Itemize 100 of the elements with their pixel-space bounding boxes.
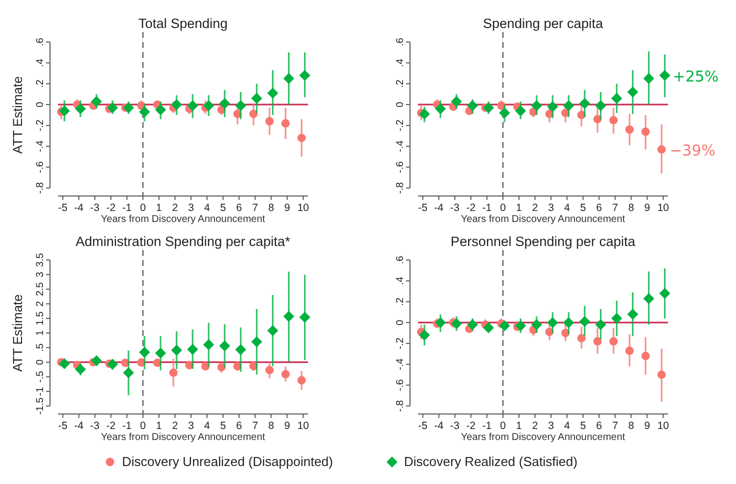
y-tick-label: 2.5 [35,282,46,296]
x-tick-label: 4 [204,420,210,432]
x-tick-label: 9 [644,202,650,214]
x-tick-label: -3 [90,202,100,214]
x-tick-label: -5 [418,202,428,214]
y-tick-label: .2 [395,79,406,88]
x-tick-label: 1 [156,420,162,432]
x-tick-label: 1 [156,202,162,214]
y-tick-label: 3.5 [35,252,46,267]
x-tick-label: -1 [122,420,132,432]
x-tick-label: 4 [564,202,570,214]
x-tick-label: 8 [268,202,274,214]
y-tick-label: 0 [35,101,46,108]
y-tick-label: -.6 [35,160,46,173]
x-tick-label: -5 [58,202,68,214]
y-tick-label: -.4 [395,140,406,152]
chart-title: Spending per capita [482,16,604,31]
y-tick-label: -1 [35,386,46,396]
x-tick-label: 3 [188,420,194,432]
x-tick-label: 5 [580,420,586,432]
x-tick-label: -3 [450,420,460,432]
y-tick-label: .2 [35,79,46,88]
y-tick-label: -.2 [35,119,46,132]
y-tick-label: .5 [35,342,46,352]
legend-label: Discovery Unrealized (Disappointed) [122,454,333,469]
x-tick-label: 3 [548,202,554,214]
x-axis-title: Years from Discovery Announcement [100,432,266,443]
x-tick-label: 5 [220,202,226,214]
x-tick-label: 0 [500,202,506,214]
x-tick-label: 6 [596,202,602,214]
y-tick-label: -.2 [395,119,406,132]
y-tick-label: .6 [395,255,406,264]
x-tick-label: 7 [252,202,258,214]
x-tick-label: 8 [268,420,274,432]
x-tick-label: -4 [434,202,444,214]
x-tick-label: 0 [140,420,146,432]
x-tick-label: 2 [172,202,178,214]
x-tick-label: -4 [74,420,84,432]
chart-title: Administration Spending per capita* [76,234,292,249]
y-tick-label: -1.5 [35,396,46,415]
y-tick-label: -.6 [395,160,406,173]
y-tick-label: -.6 [395,378,406,391]
y-axis-title: ATT Estimate [10,294,25,372]
x-tick-label: -5 [58,420,68,432]
x-tick-label: 10 [657,202,670,214]
y-tick-label: 1.5 [35,311,46,326]
x-tick-label: 1 [516,420,522,432]
x-tick-label: 4 [564,420,570,432]
x-tick-label: -2 [106,420,116,432]
y-tick-label: 0 [35,358,46,365]
x-tick-label: -4 [434,420,444,432]
x-tick-label: -3 [450,202,460,214]
x-tick-label: 3 [188,202,194,214]
x-tick-label: 10 [657,420,670,432]
y-tick-label: .4 [35,58,46,68]
x-tick-label: -4 [74,202,84,214]
x-tick-label: 7 [612,202,618,214]
y-tick-label: 0 [395,101,406,108]
x-tick-label: -5 [418,420,428,432]
x-axis-title: Years from Discovery Announcement [100,214,266,225]
x-tick-label: 5 [220,420,226,432]
x-tick-label: 9 [644,420,650,432]
y-tick-label: .6 [35,37,46,46]
x-tick-label: -1 [482,420,492,432]
y-tick-label: -.2 [395,337,406,350]
x-tick-label: 9 [284,420,290,432]
y-tick-label: .4 [395,58,406,68]
y-tick-label: 3 [35,271,46,278]
x-tick-label: 4 [204,202,210,214]
y-tick-label: 2 [35,300,46,307]
x-tick-label: -3 [90,420,100,432]
x-tick-label: 0 [140,202,146,214]
x-tick-label: -1 [122,202,132,214]
x-tick-label: 10 [297,202,310,214]
x-tick-label: -1 [482,202,492,214]
y-tick-label: -.5 [35,370,46,383]
y-tick-label: .2 [395,297,406,306]
y-tick-label: -.8 [395,182,406,194]
x-tick-label: -2 [106,202,116,214]
x-tick-label: 7 [252,420,258,432]
x-tick-label: 2 [532,202,538,214]
x-tick-label: 6 [236,420,242,432]
x-tick-label: 2 [172,420,178,432]
x-tick-label: 6 [236,202,242,214]
y-tick-label: .4 [395,276,406,286]
legend-label: Discovery Realized (Satisfied) [404,454,578,469]
y-tick-label: 0 [395,319,406,326]
y-axis-title: ATT Estimate [10,76,25,154]
x-tick-label: -2 [466,420,476,432]
chart-title: Total Spending [138,16,228,31]
x-tick-label: 6 [596,420,602,432]
y-tick-label: 1 [35,330,46,336]
annotation: +25% [672,67,719,86]
x-tick-label: 7 [612,420,618,432]
y-tick-label: -.8 [35,182,46,194]
annotation: −39% [670,141,716,160]
x-tick-label: 9 [284,202,290,214]
x-tick-label: 8 [628,202,634,214]
x-tick-label: 1 [516,202,522,214]
y-tick-label: -.4 [35,140,46,152]
